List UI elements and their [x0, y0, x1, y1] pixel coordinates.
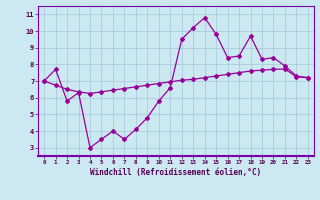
X-axis label: Windchill (Refroidissement éolien,°C): Windchill (Refroidissement éolien,°C): [91, 168, 261, 177]
